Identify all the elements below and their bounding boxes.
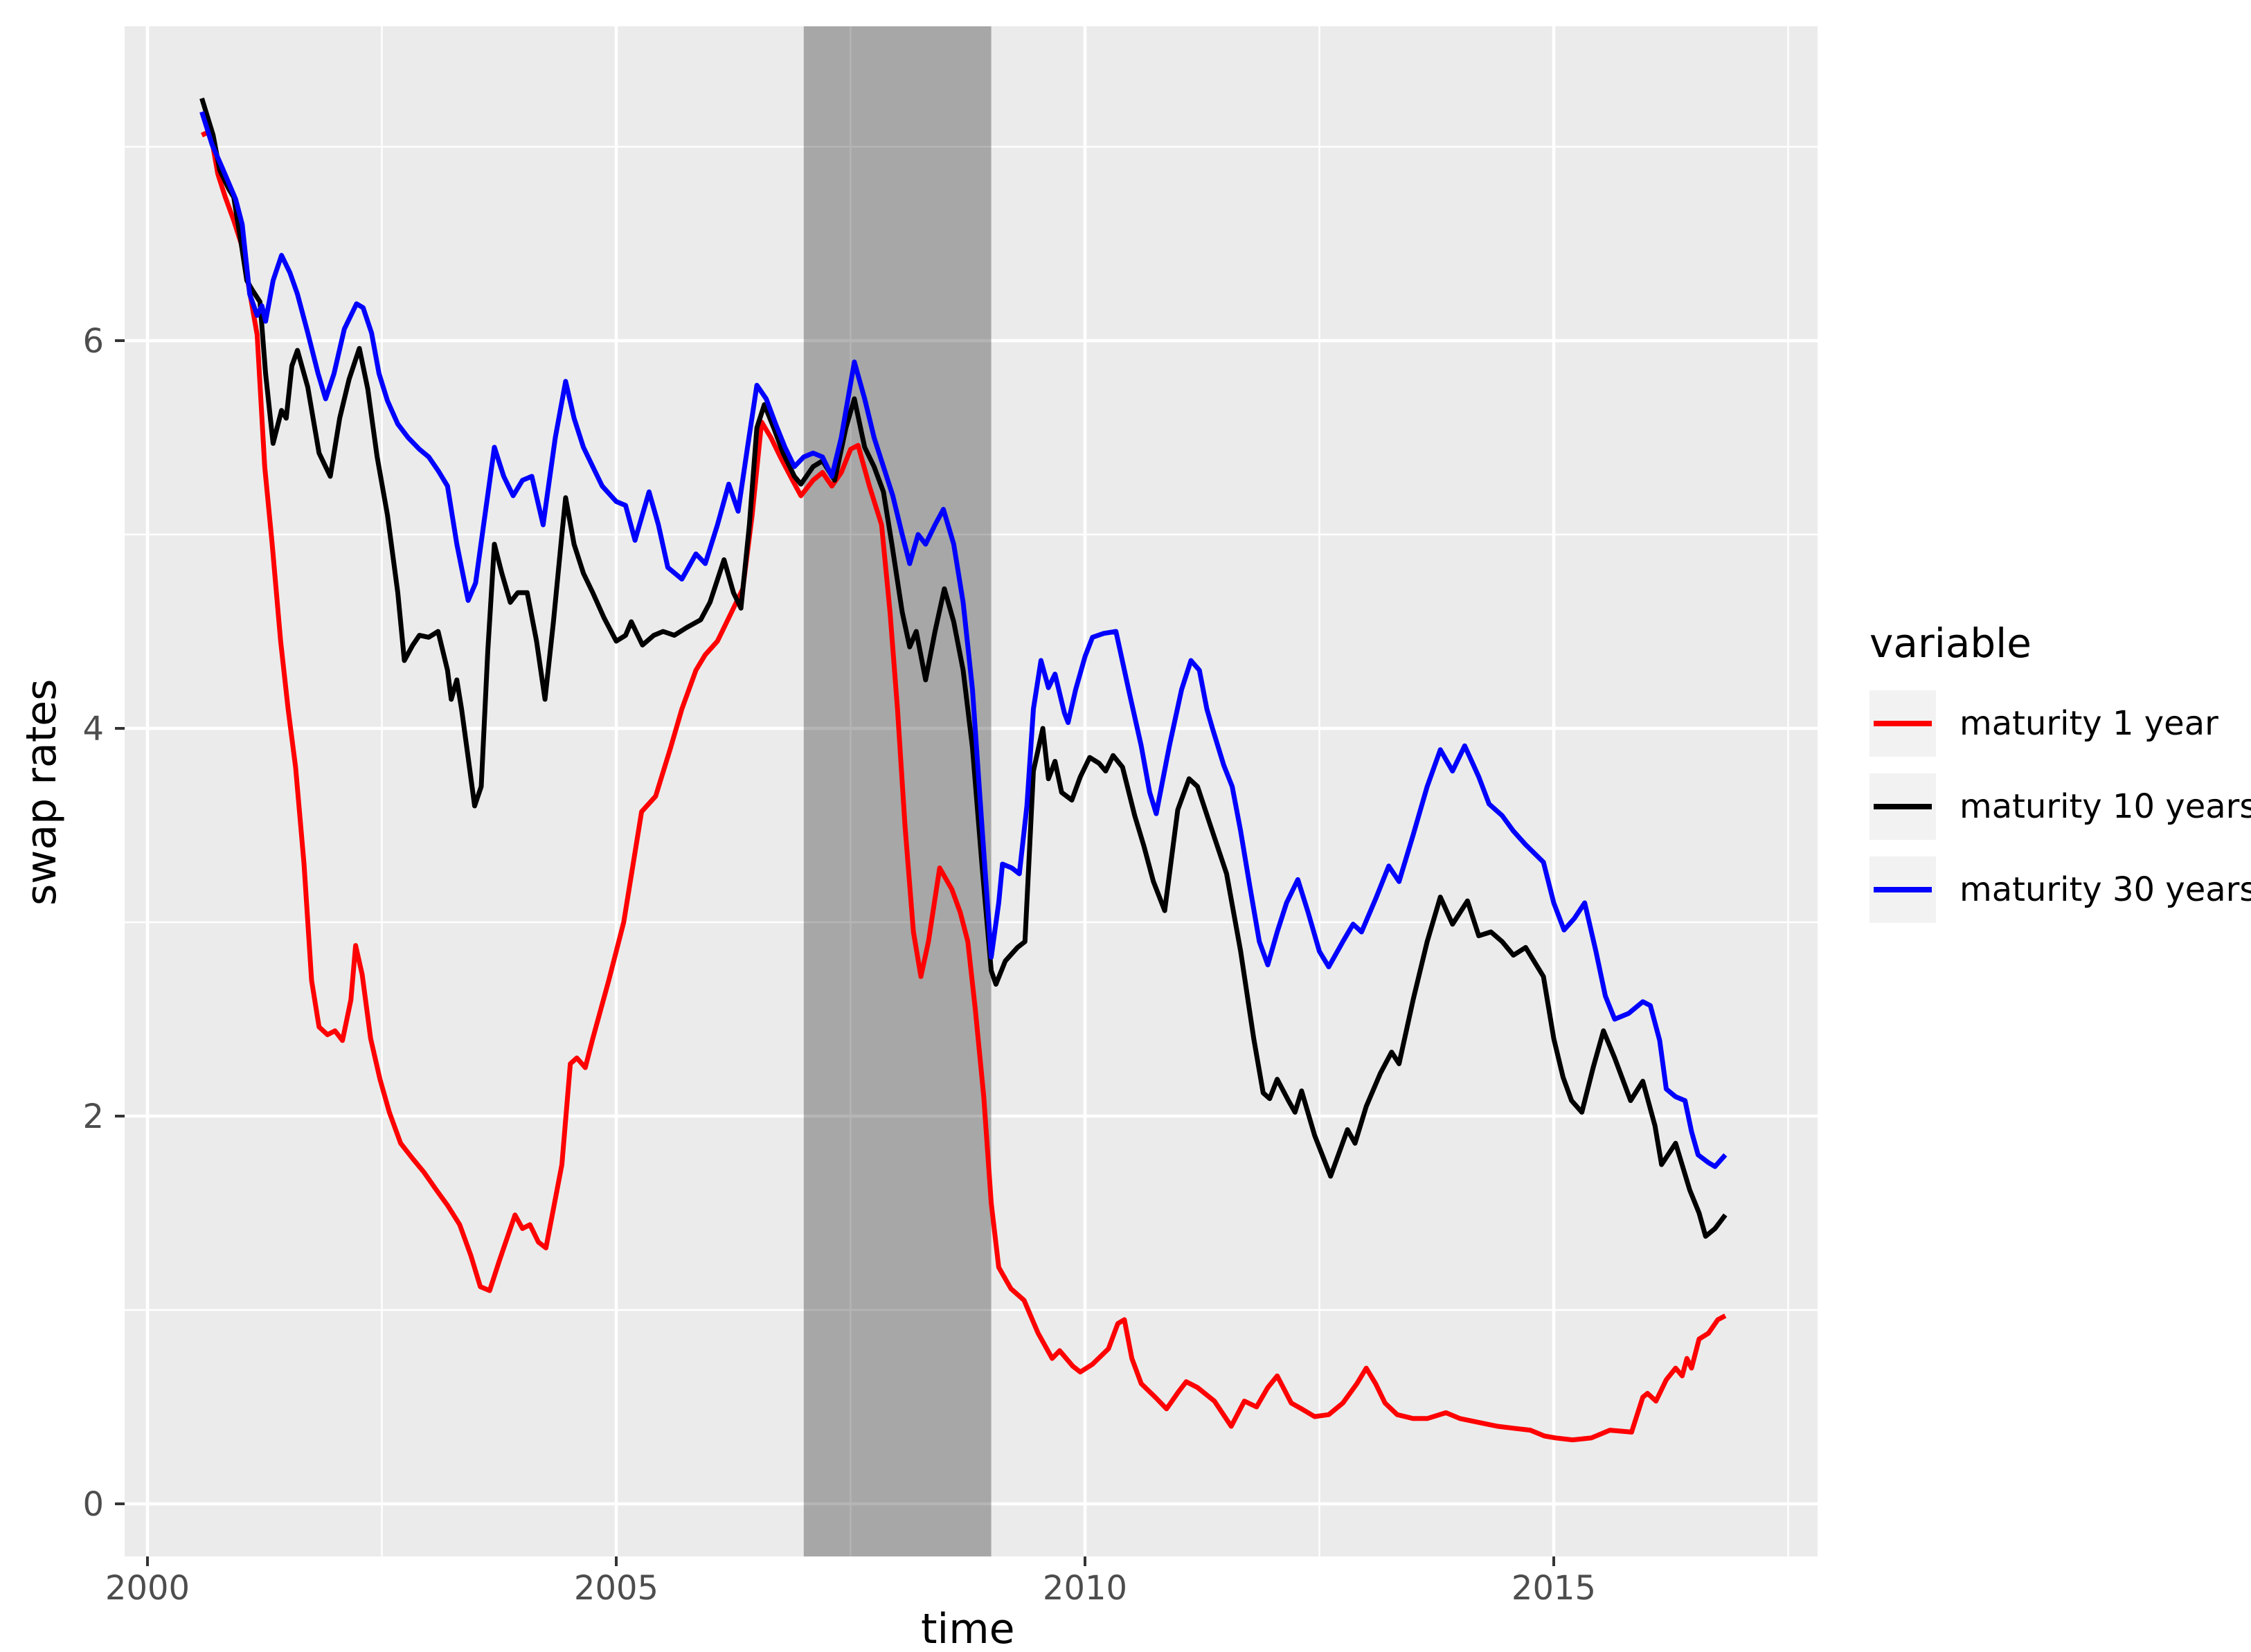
x-axis-ticks: 2000 2005 2010 2015 xyxy=(105,1556,1596,1608)
legend-row-maturity-1-year: maturity 1 year xyxy=(1869,690,2243,757)
y-axis-ticks: 0 2 4 6 xyxy=(82,322,125,1524)
recession-band xyxy=(803,26,992,1556)
series-maturity-1-year xyxy=(201,129,1727,1443)
legend-label: maturity 1 year xyxy=(1959,704,2218,743)
legend-key-swatch xyxy=(1869,856,1936,923)
x-axis-title: time xyxy=(921,1605,1015,1652)
legend-row-maturity-30-years: maturity 30 years xyxy=(1869,856,2251,923)
legend-label: maturity 30 years xyxy=(1959,870,2251,909)
legend-row-maturity-10-years: maturity 10 years xyxy=(1869,773,2251,840)
y-tick-label: 2 xyxy=(82,1097,104,1136)
y-axis-title: swap rates xyxy=(17,679,66,906)
y-tick-label: 0 xyxy=(82,1485,104,1524)
black-line-icon xyxy=(1874,804,1932,809)
grid-minor xyxy=(125,26,1818,1556)
y-tick-label: 6 xyxy=(82,322,104,361)
legend-label: maturity 10 years xyxy=(1959,787,2251,826)
legend-key-swatch xyxy=(1869,690,1936,757)
x-tick-label: 2005 xyxy=(574,1569,658,1608)
y-tick-label: 4 xyxy=(82,710,104,748)
red-line-icon xyxy=(1874,721,1932,726)
legend-key-swatch xyxy=(1869,773,1936,840)
legend-title: variable xyxy=(1869,620,2032,667)
series-maturity-30-years xyxy=(199,111,1728,1169)
legend: variable maturity 1 year maturity 10 yea… xyxy=(1869,620,2251,940)
x-tick-label: 2000 xyxy=(105,1569,190,1608)
panel-background xyxy=(125,26,1818,1556)
x-tick-label: 2010 xyxy=(1043,1569,1127,1608)
blue-line-icon xyxy=(1874,887,1932,892)
series-maturity-10-years xyxy=(199,97,1728,1239)
x-tick-label: 2015 xyxy=(1512,1569,1596,1608)
